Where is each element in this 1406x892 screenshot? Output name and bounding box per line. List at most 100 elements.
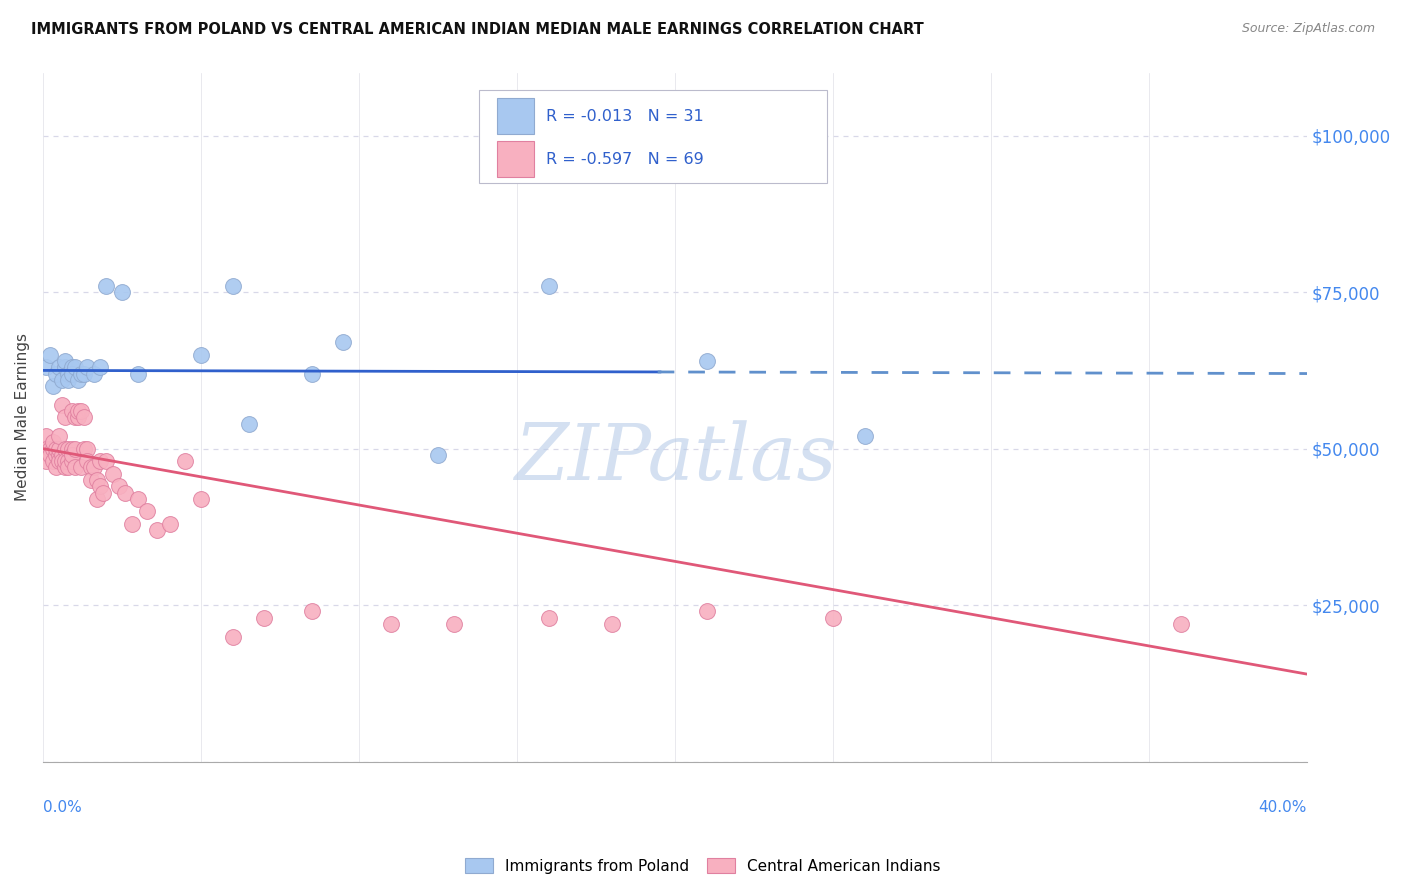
Point: [38, 442, 60, 456]
Point: [238, 417, 260, 431]
Point: [696, 354, 718, 368]
Point: [41, 379, 63, 393]
Point: [53, 410, 76, 425]
Point: [76, 360, 98, 375]
Point: [41, 454, 63, 468]
Text: R = -0.013   N = 31: R = -0.013 N = 31: [546, 109, 704, 124]
Point: [190, 491, 212, 506]
Point: [63, 410, 86, 425]
Point: [58, 367, 80, 381]
Point: [41, 435, 63, 450]
Point: [76, 454, 98, 468]
Point: [79, 460, 101, 475]
Point: [48, 454, 70, 468]
Point: [60, 367, 83, 381]
Point: [96, 278, 118, 293]
Point: [70, 460, 93, 475]
Point: [48, 448, 70, 462]
Point: [301, 605, 323, 619]
Point: [63, 442, 86, 456]
Point: [60, 360, 83, 375]
Point: [53, 460, 76, 475]
Point: [35, 429, 58, 443]
Point: [136, 504, 159, 518]
Point: [174, 454, 197, 468]
Point: [48, 360, 70, 375]
Point: [108, 479, 131, 493]
Point: [53, 454, 76, 468]
Point: [63, 360, 86, 375]
Point: [58, 442, 80, 456]
Point: [41, 442, 63, 456]
Point: [45, 460, 67, 475]
Point: [127, 367, 149, 381]
Point: [70, 367, 93, 381]
Point: [222, 630, 245, 644]
Point: [83, 460, 105, 475]
Point: [73, 367, 96, 381]
Point: [1170, 617, 1192, 632]
Point: [101, 467, 124, 481]
Point: [38, 448, 60, 462]
Point: [53, 360, 76, 375]
Text: 0.0%: 0.0%: [44, 799, 82, 814]
Point: [146, 523, 169, 537]
Point: [91, 485, 114, 500]
Point: [58, 460, 80, 475]
Point: [537, 611, 560, 625]
Point: [58, 373, 80, 387]
Point: [35, 442, 58, 456]
Point: [73, 410, 96, 425]
Legend: Immigrants from Poland, Central American Indians: Immigrants from Poland, Central American…: [460, 852, 946, 880]
Y-axis label: Median Male Earnings: Median Male Earnings: [15, 334, 30, 501]
Point: [38, 348, 60, 362]
Point: [76, 442, 98, 456]
Point: [427, 448, 450, 462]
Point: [121, 516, 143, 531]
Point: [53, 354, 76, 368]
Text: ZIPatlas: ZIPatlas: [515, 420, 837, 497]
Point: [51, 398, 73, 412]
Point: [66, 404, 89, 418]
Point: [60, 404, 83, 418]
Point: [301, 367, 323, 381]
Point: [222, 278, 245, 293]
Point: [537, 278, 560, 293]
Point: [66, 410, 89, 425]
Point: [60, 442, 83, 456]
Point: [89, 454, 111, 468]
Point: [443, 617, 465, 632]
Point: [159, 516, 181, 531]
FancyBboxPatch shape: [496, 98, 533, 134]
Point: [35, 454, 58, 468]
FancyBboxPatch shape: [479, 90, 827, 183]
Point: [51, 454, 73, 468]
Point: [86, 473, 108, 487]
Point: [332, 335, 354, 350]
Point: [96, 454, 118, 468]
Point: [60, 448, 83, 462]
Text: R = -0.597   N = 69: R = -0.597 N = 69: [546, 152, 704, 167]
Point: [45, 367, 67, 381]
Point: [48, 429, 70, 443]
Text: 40.0%: 40.0%: [1258, 799, 1308, 814]
Point: [600, 617, 623, 632]
Point: [73, 442, 96, 456]
Point: [823, 611, 845, 625]
Point: [89, 479, 111, 493]
Point: [380, 617, 402, 632]
Point: [89, 360, 111, 375]
Text: Source: ZipAtlas.com: Source: ZipAtlas.com: [1241, 22, 1375, 36]
Point: [114, 485, 136, 500]
Point: [83, 367, 105, 381]
Point: [853, 429, 876, 443]
Point: [51, 448, 73, 462]
Point: [253, 611, 276, 625]
Point: [70, 404, 93, 418]
Point: [111, 285, 134, 300]
Point: [53, 442, 76, 456]
Point: [45, 442, 67, 456]
Point: [190, 348, 212, 362]
Point: [63, 460, 86, 475]
Point: [35, 360, 58, 375]
